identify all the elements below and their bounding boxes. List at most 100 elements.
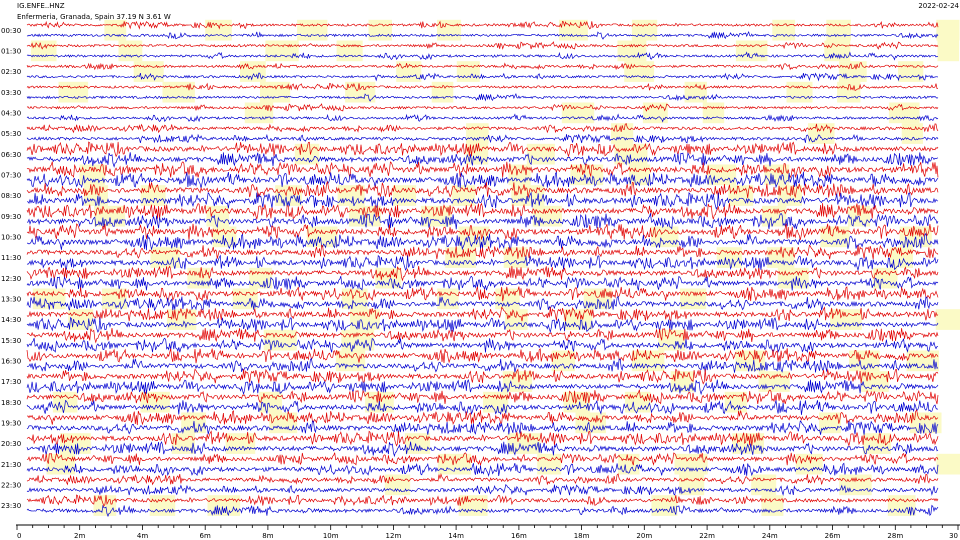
highlight-block	[503, 247, 528, 268]
highlight-block	[456, 61, 480, 82]
highlight-block	[561, 102, 595, 124]
x-tick-label: 22m	[699, 532, 715, 540]
x-tick-label: 10m	[323, 532, 339, 540]
x-tick-label: 28m	[887, 532, 903, 540]
seismic-trace	[26, 472, 939, 486]
highlight-block	[761, 495, 784, 516]
x-tick-label: 14m	[448, 532, 464, 540]
highlight-block	[32, 288, 66, 310]
seismic-trace	[26, 92, 939, 102]
seismic-trace	[26, 441, 939, 458]
seismic-trace	[26, 420, 939, 435]
highlight-block	[431, 81, 454, 103]
seismic-trace	[26, 103, 939, 112]
row-label: 23:30	[1, 502, 21, 510]
seismic-trace	[26, 41, 939, 50]
row-label: 18:30	[1, 399, 21, 407]
x-tick-label: 6m	[200, 532, 211, 540]
seismic-trace	[26, 20, 939, 30]
highlight-block	[618, 453, 640, 475]
highlight-block	[777, 267, 809, 289]
record-date: 2022-02-24	[918, 2, 959, 10]
x-tick-label: 16m	[511, 532, 527, 540]
seismic-trace	[26, 286, 939, 302]
x-tick-label: 4m	[137, 532, 148, 540]
row-label: 07:30	[1, 172, 21, 180]
highlight-block	[187, 267, 211, 289]
seismic-trace	[26, 337, 939, 354]
highlight-block	[445, 247, 476, 268]
highlight-block	[93, 495, 117, 516]
row-label: 04:30	[1, 110, 21, 118]
highlight-block	[260, 81, 291, 103]
seismic-trace	[26, 113, 939, 123]
row-label: 02:30	[1, 68, 21, 76]
highlight-block	[888, 102, 920, 124]
highlight-block	[206, 205, 229, 227]
highlight-block	[670, 371, 694, 392]
highlight-block	[537, 453, 562, 475]
row-label-layer: 00:30 01:30 02:30 03:30 04:30 05:30 06:30 07:30…	[1, 27, 21, 510]
seismic-trace	[26, 327, 939, 344]
seismic-trace	[26, 295, 939, 312]
seismic-trace	[26, 202, 939, 220]
x-tick-label: 20m	[636, 532, 652, 540]
seismic-trace	[26, 504, 939, 518]
highlight-block	[642, 102, 668, 124]
x-tick-label: 2m	[74, 532, 85, 540]
seismic-trace	[26, 452, 939, 467]
seismic-trace	[26, 82, 939, 92]
highlight-block	[559, 19, 588, 41]
highlight-block	[716, 247, 742, 268]
highlight-block	[458, 495, 488, 516]
row-label: 14:30	[1, 316, 21, 324]
seismic-trace	[26, 191, 939, 210]
row-label: 16:30	[1, 358, 21, 366]
seismic-trace	[26, 483, 939, 496]
seismic-trace	[26, 399, 939, 416]
highlight-block	[259, 391, 282, 413]
highlight-block	[466, 123, 489, 144]
seismic-trace	[26, 275, 939, 291]
row-label: 01:30	[1, 48, 21, 56]
seismic-trace	[26, 72, 939, 82]
highlight-block	[68, 309, 94, 330]
row-label: 17:30	[1, 378, 21, 386]
seismic-trace	[26, 368, 939, 385]
seismic-trace	[26, 462, 939, 478]
highlight-block	[133, 61, 164, 82]
x-tick-label: 12m	[386, 532, 402, 540]
row-label: 13:30	[1, 296, 21, 304]
seismic-trace	[26, 171, 939, 189]
row-label: 22:30	[1, 482, 21, 490]
highlight-block	[751, 474, 777, 496]
highlight-block	[335, 350, 366, 372]
row-label: 10:30	[1, 234, 21, 242]
highlight-block	[826, 19, 851, 41]
row-label: 11:30	[1, 254, 21, 262]
highlight-block	[849, 350, 880, 372]
highlight-block	[58, 81, 89, 103]
x-tick-label: 24m	[762, 532, 778, 540]
highlight-block	[935, 309, 960, 330]
highlight-block	[297, 19, 328, 41]
row-label: 06:30	[1, 151, 21, 159]
highlight-block	[838, 61, 867, 82]
x-tick-label: 0	[17, 532, 21, 540]
seismic-trace	[26, 244, 939, 260]
highlight-block	[887, 495, 916, 516]
highlight-block	[839, 474, 872, 496]
highlight-block	[617, 40, 647, 62]
highlight-block	[336, 40, 363, 62]
highlight-block	[507, 433, 541, 454]
seismic-trace	[26, 161, 939, 179]
seismic-trace	[26, 254, 939, 272]
seismic-trace	[26, 348, 939, 364]
seismic-trace	[26, 494, 939, 507]
highlight-block	[502, 371, 533, 392]
seismic-trace	[26, 379, 939, 396]
seismic-trace	[26, 180, 939, 199]
highlight-block	[631, 19, 658, 41]
highlight-block	[368, 19, 392, 41]
